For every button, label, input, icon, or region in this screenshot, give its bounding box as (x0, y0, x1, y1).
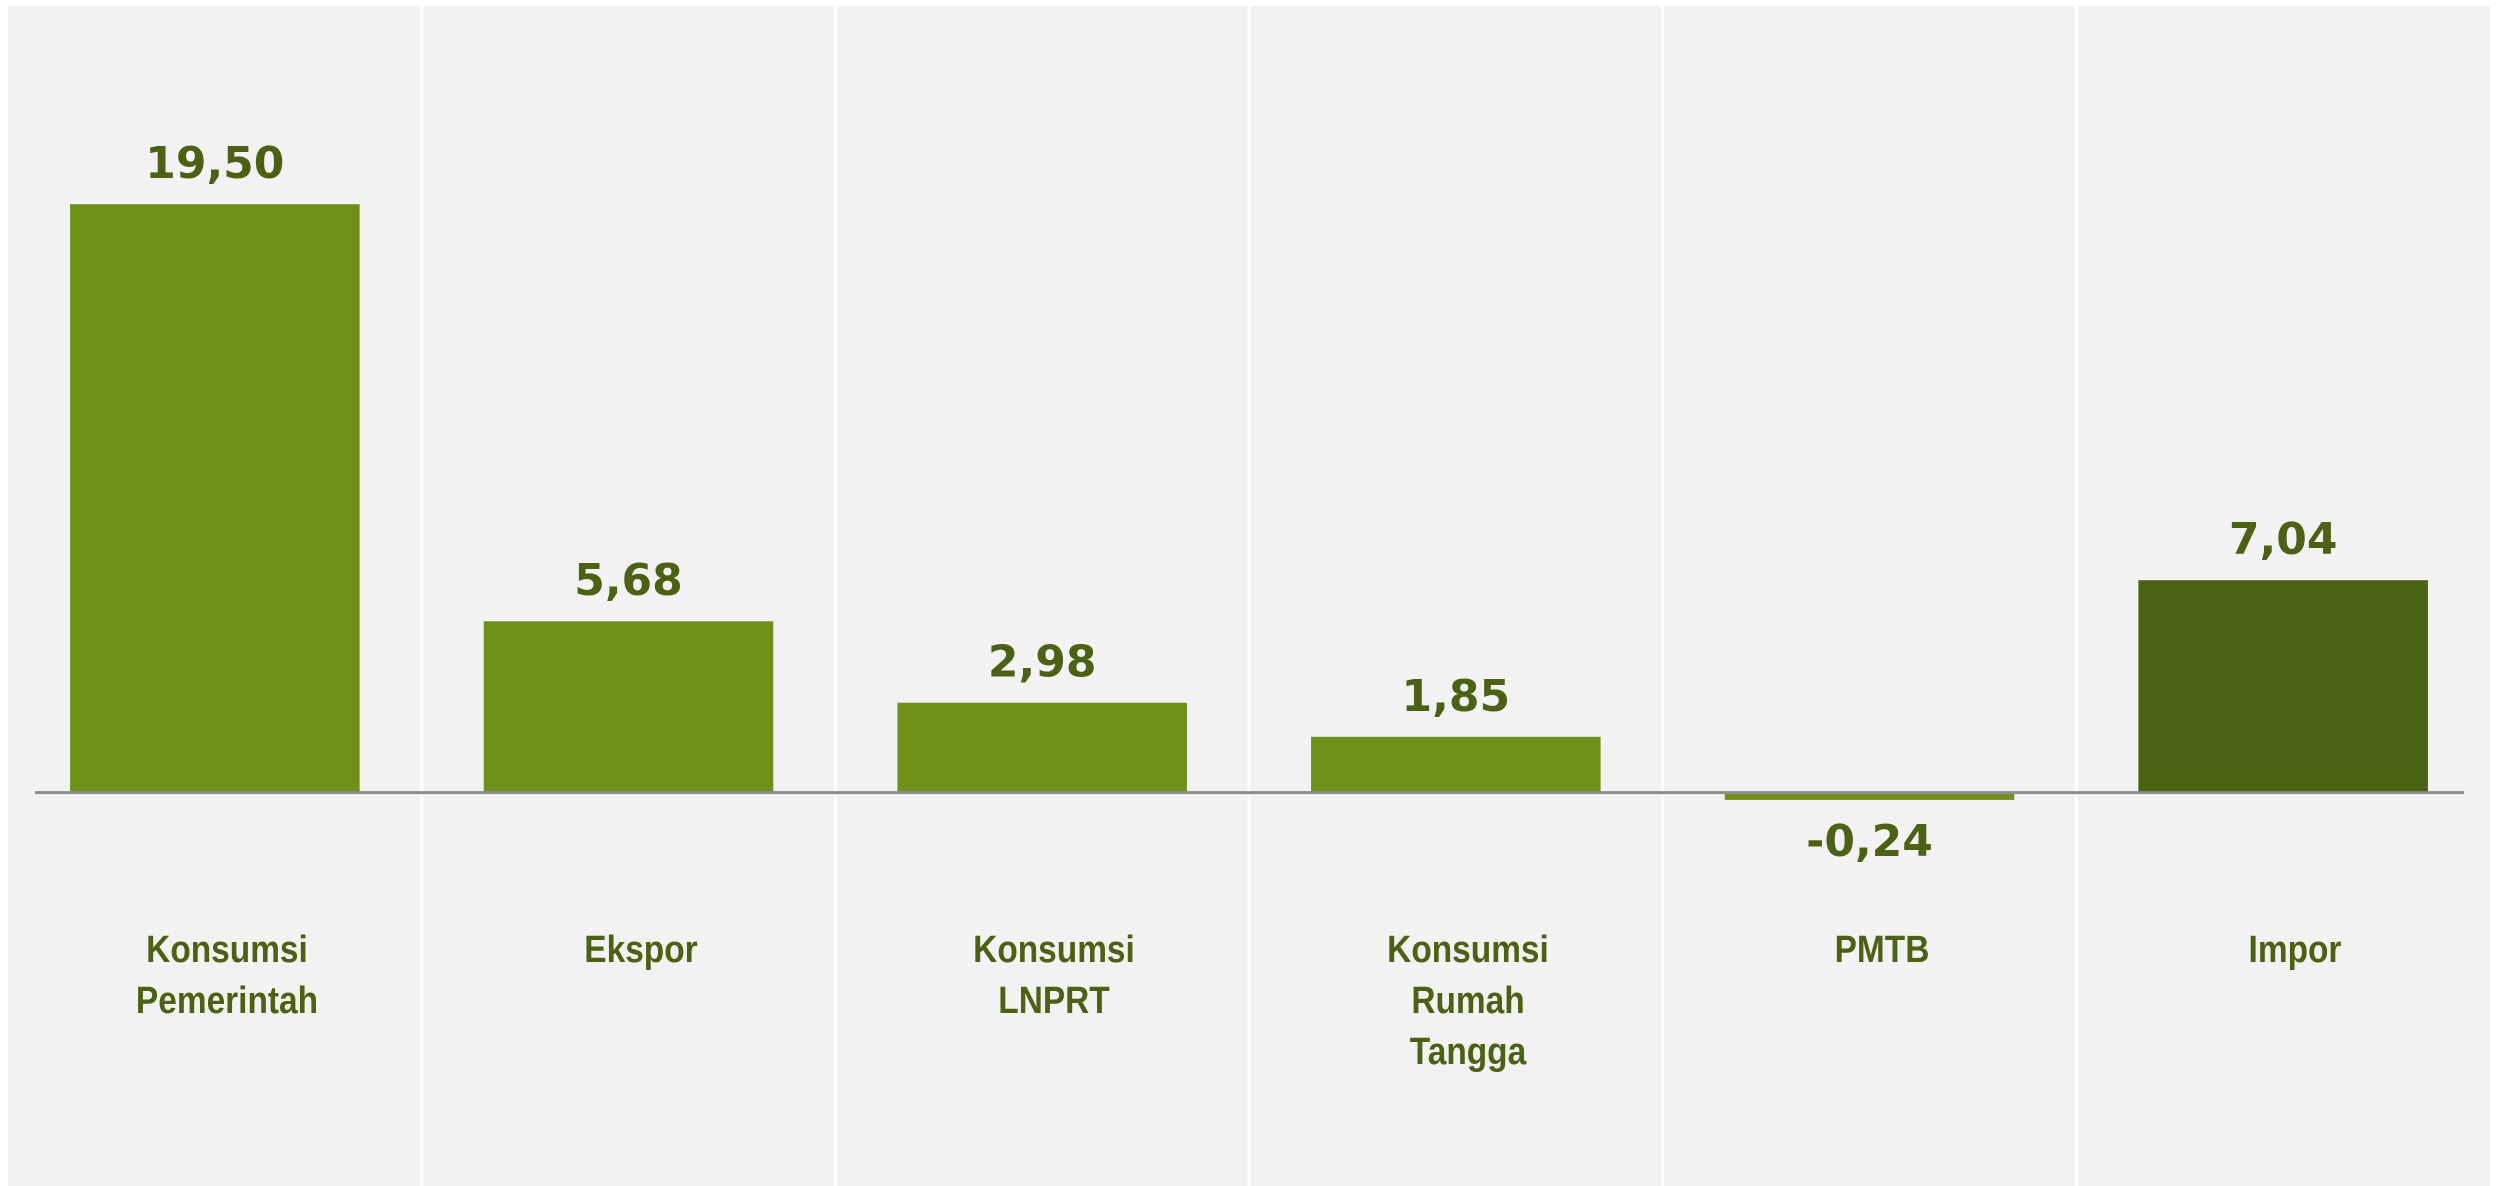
value-label: 2,98 (988, 637, 1097, 688)
bar (483, 621, 774, 793)
x-tick-label: Konsumsi LNPRT (973, 929, 1135, 1022)
bar (1311, 736, 1601, 793)
x-tick-label: Ekspor (583, 929, 698, 971)
bar (2138, 580, 2428, 793)
x-tick-label: PMTB (1834, 929, 1929, 971)
x-tick-label: Konsumsi Pemerintah (135, 929, 318, 1022)
value-label: 19,50 (145, 138, 284, 189)
bar (897, 702, 1187, 793)
bar (1724, 792, 2015, 800)
value-label: 5,68 (574, 555, 683, 606)
value-label: -0,24 (1806, 816, 1933, 867)
value-label: 1,85 (1402, 671, 1511, 722)
bar (70, 204, 360, 793)
value-label: 7,04 (2229, 514, 2338, 565)
x-tick-label: Konsumsi Rumah Tangga (1386, 929, 1549, 1073)
x-tick-label: Impor (2248, 929, 2342, 971)
